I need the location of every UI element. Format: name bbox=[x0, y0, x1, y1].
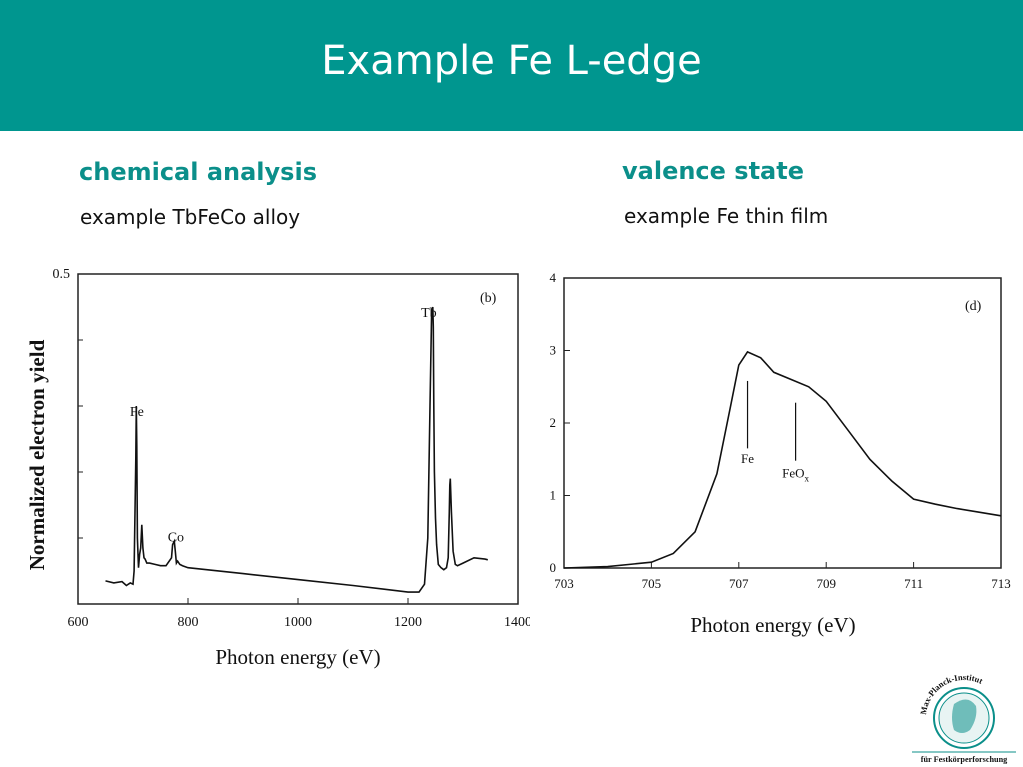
panel-label: (b) bbox=[480, 291, 497, 306]
x-tick-label: 1400 bbox=[504, 615, 530, 630]
y-tick-label: 1 bbox=[550, 488, 557, 503]
annotation-label: Co bbox=[168, 530, 184, 545]
x-tick-label: 1000 bbox=[284, 615, 312, 630]
x-tick-label: 800 bbox=[178, 615, 199, 630]
y-tick-label: 2 bbox=[550, 415, 557, 430]
plot-frame bbox=[563, 277, 1002, 569]
x-axis-label: Photon energy (eV) bbox=[690, 613, 855, 637]
x-tick-label: 600 bbox=[68, 615, 89, 630]
right-subtitle: example Fe thin film bbox=[624, 204, 829, 228]
x-tick-label: 703 bbox=[554, 576, 574, 591]
annotation-label: Fe bbox=[741, 451, 754, 466]
series-line bbox=[105, 306, 488, 593]
annotation-label: FeOx bbox=[782, 465, 809, 483]
panel-label: (d) bbox=[965, 299, 982, 314]
left-heading: chemical analysis bbox=[79, 158, 317, 186]
logo-bottom-text: für Festkörperforschung bbox=[921, 755, 1008, 764]
y-tick-label: 4 bbox=[550, 270, 557, 285]
x-tick-label: 709 bbox=[816, 576, 836, 591]
slide-title: Example Fe L-edge bbox=[321, 38, 702, 84]
series-line bbox=[563, 350, 1002, 569]
title-bar: Example Fe L-edge bbox=[0, 0, 1023, 131]
left-subtitle: example TbFeCo alloy bbox=[80, 205, 301, 229]
y-tick-label: 0.5 bbox=[53, 267, 71, 282]
chart-right: 703 705 707 709 711 713 0 1 2 3 4 Fe FeOx (d) Photo… bbox=[550, 270, 1011, 637]
chart-left: 600 800 1000 1200 1400 0.5 Fe Co Tb (b) Photon … bbox=[25, 267, 530, 669]
x-tick-label: 711 bbox=[904, 576, 923, 591]
annotation-label: Tb bbox=[421, 306, 437, 321]
x-axis-label: Photon energy (eV) bbox=[215, 645, 380, 669]
annotation-label: Fe bbox=[130, 405, 144, 420]
y-tick-label: 3 bbox=[550, 343, 557, 358]
x-tick-label: 705 bbox=[642, 576, 662, 591]
right-heading: valence state bbox=[622, 157, 804, 185]
x-tick-label: 1200 bbox=[394, 615, 422, 630]
y-tick-label: 0 bbox=[550, 560, 557, 575]
x-tick-label: 707 bbox=[729, 576, 749, 591]
x-tick-label: 713 bbox=[991, 576, 1011, 591]
max-planck-logo: Max-Planck-Institut für Festkörperforsch… bbox=[912, 672, 1016, 764]
y-axis-label: Normalized electron yield bbox=[25, 339, 49, 570]
